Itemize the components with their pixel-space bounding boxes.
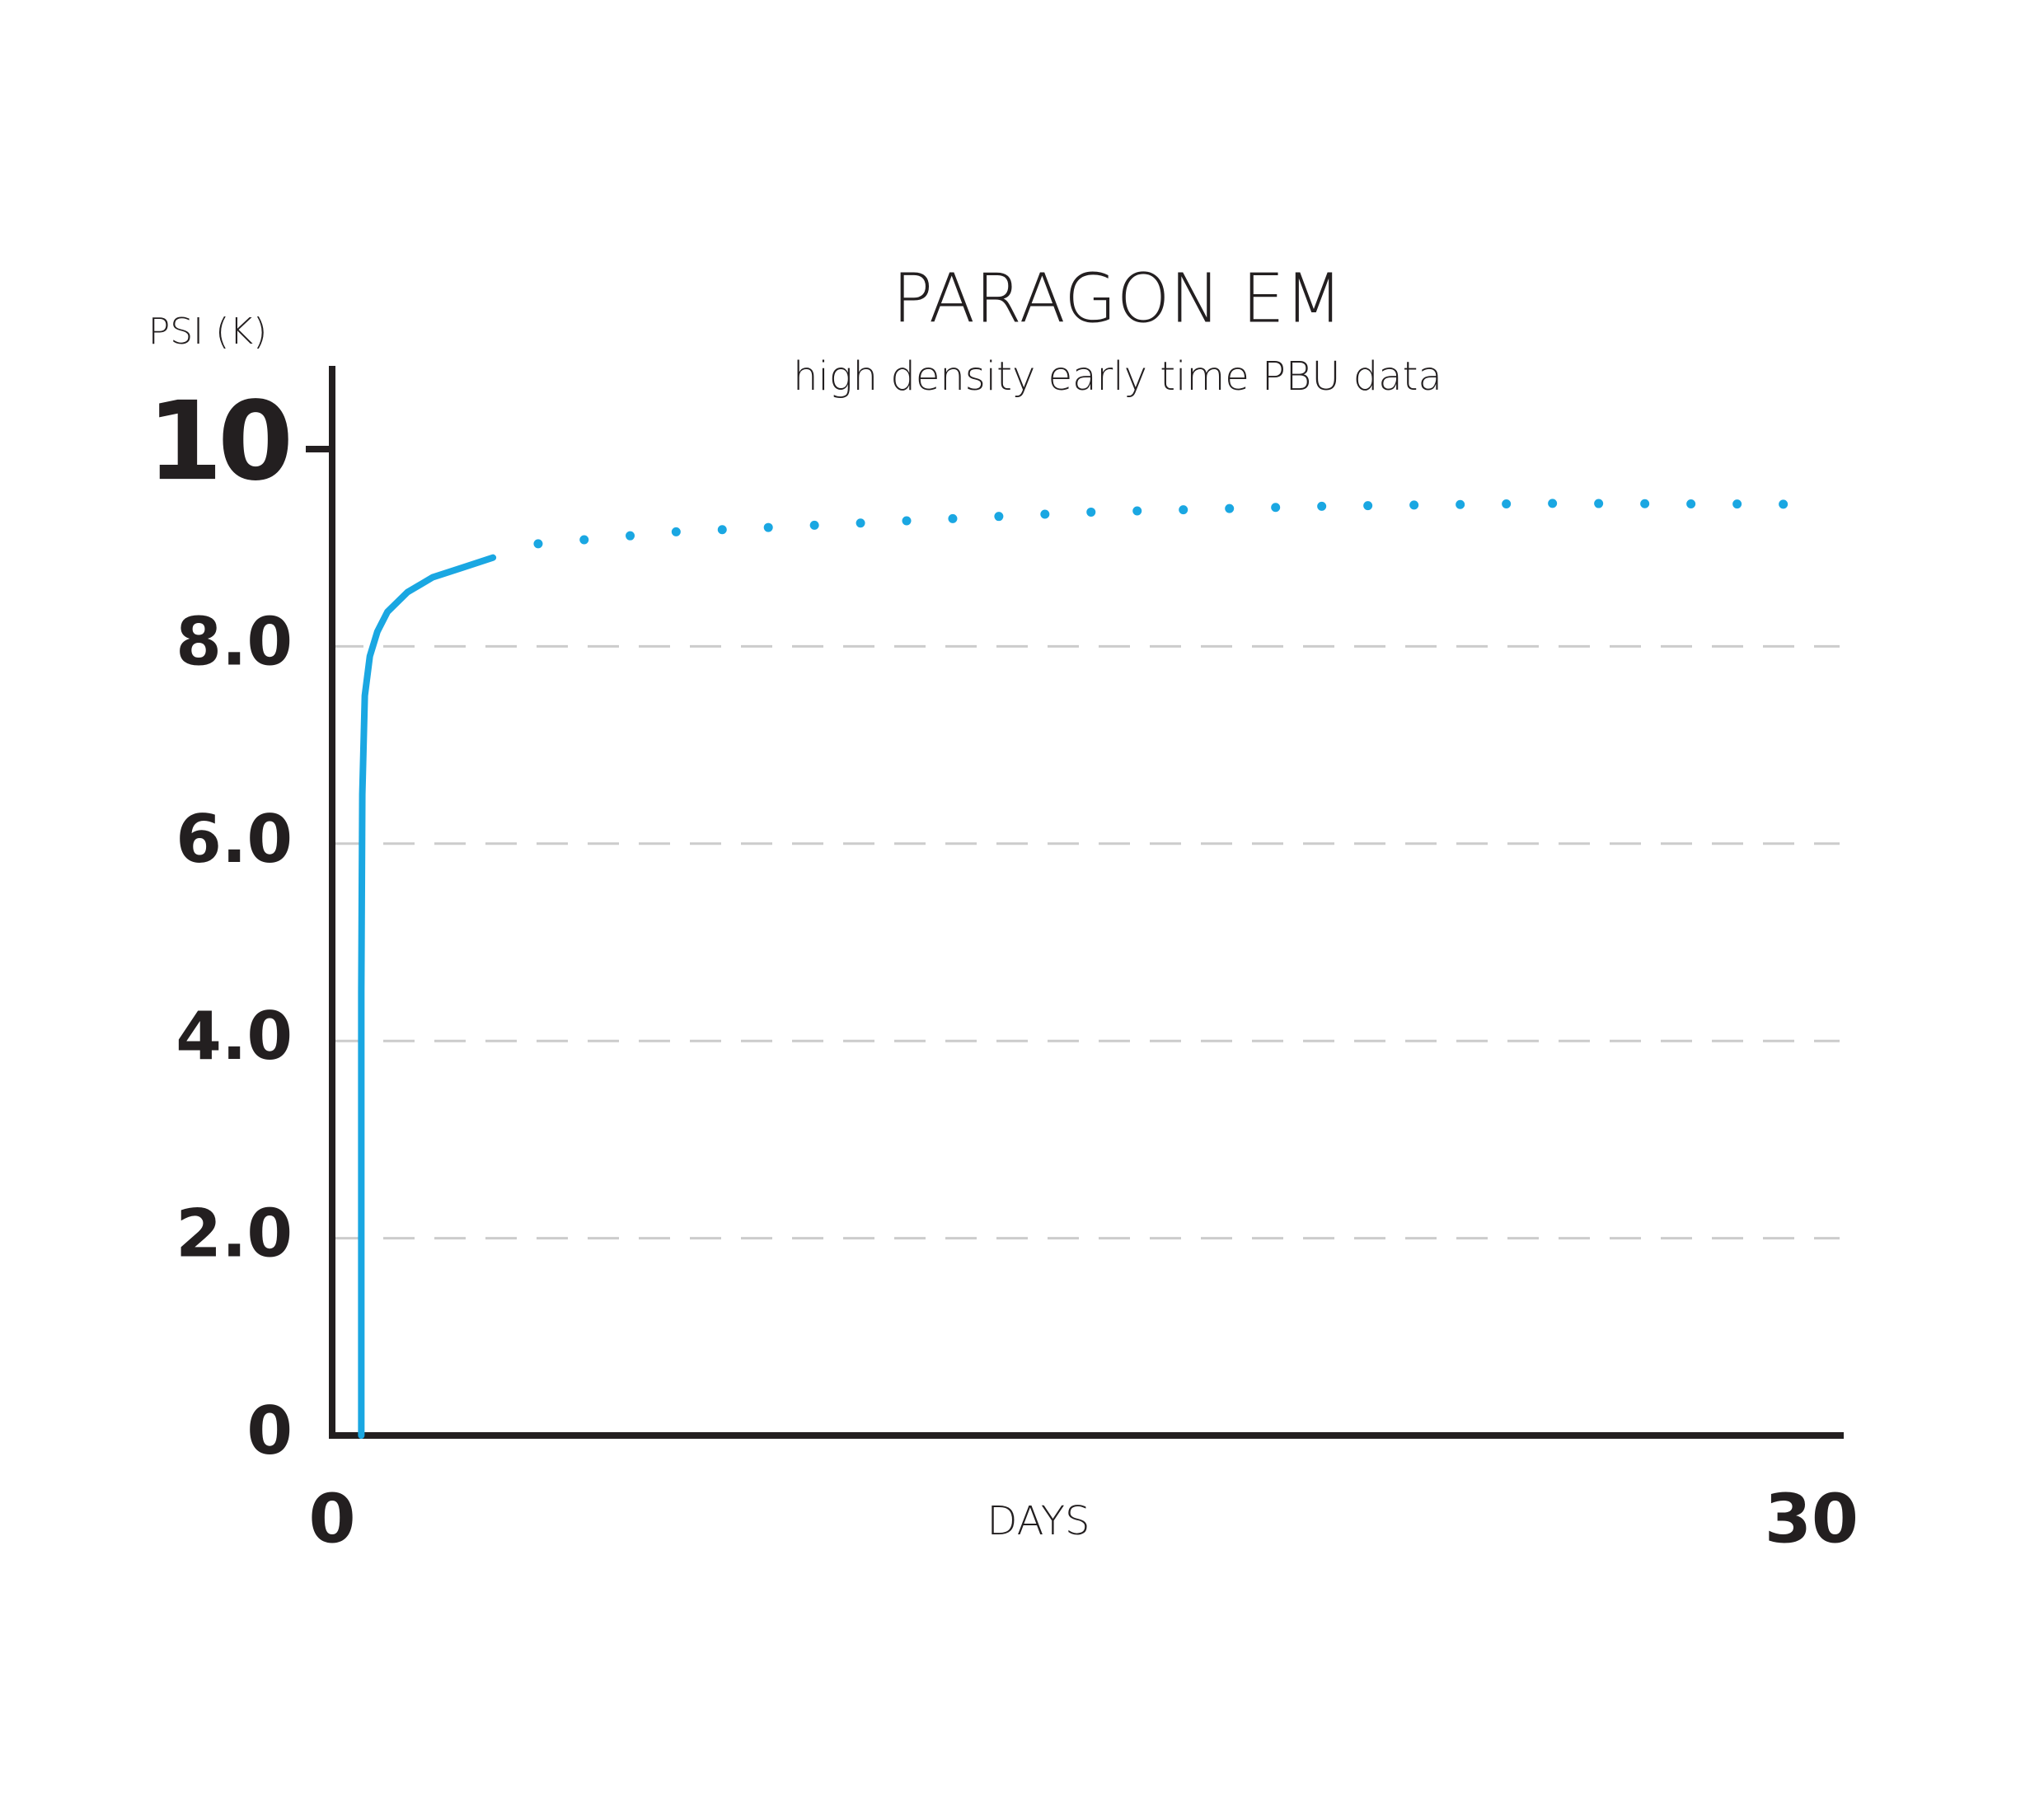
y-tick-label: 10 — [147, 378, 288, 505]
chart-subtitle: high density early time PBU data — [793, 354, 1442, 400]
y-axis-label: PSI (K) — [148, 311, 268, 353]
y-tick-label: 0 — [246, 1393, 293, 1469]
x-tick-label: 30 — [1765, 1480, 1859, 1558]
chart-title: PARAGON EM — [893, 260, 1343, 339]
y-tick-label: 4.0 — [176, 998, 293, 1075]
y-tick-label: 6.0 — [176, 801, 293, 878]
x-axis-label: DAYS — [987, 1498, 1090, 1544]
y-tick-label: 2.0 — [176, 1196, 293, 1272]
data-line — [533, 499, 1830, 549]
x-tick-label: 0 — [308, 1480, 355, 1558]
y-tick-label: 8.0 — [176, 603, 293, 680]
data-line — [358, 554, 497, 1439]
